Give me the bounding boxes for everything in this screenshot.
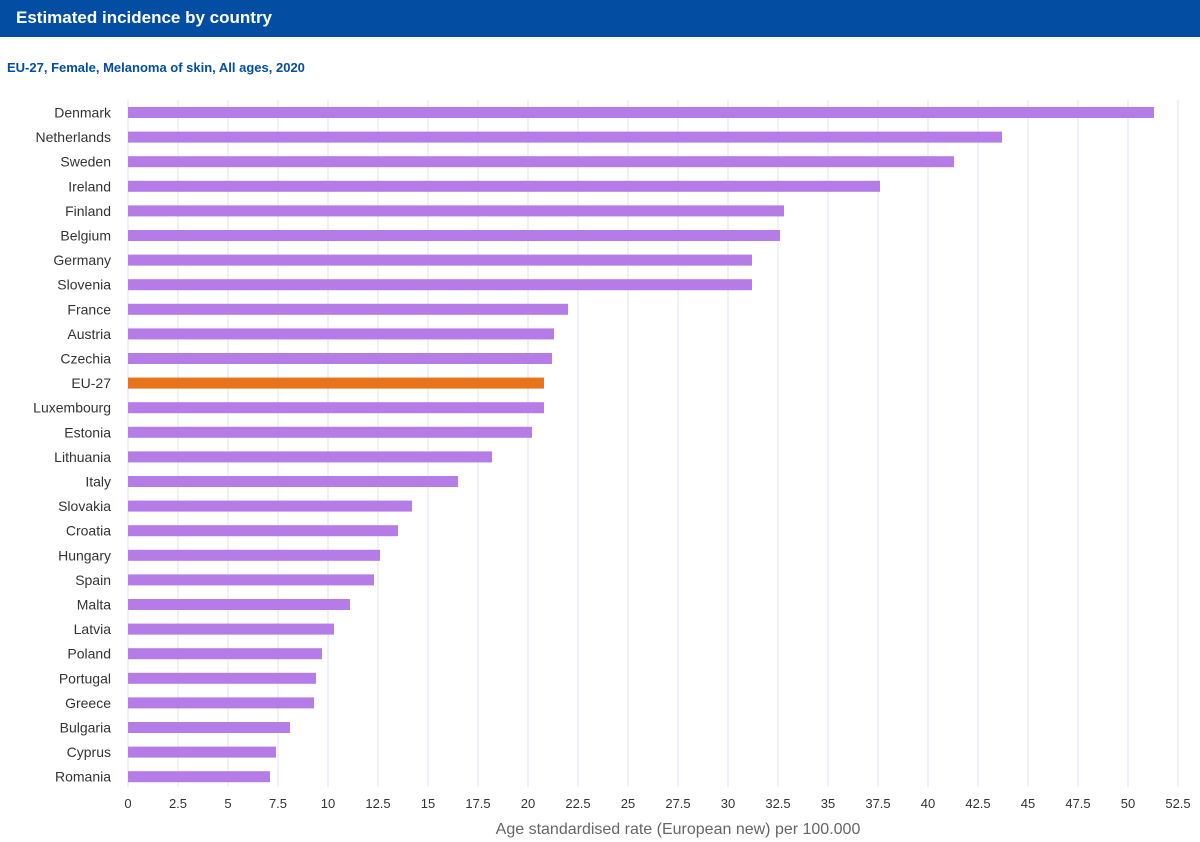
category-label: Denmark [54,105,112,121]
bar [128,525,398,537]
bar [128,328,554,340]
bar [128,131,1002,143]
bar [128,279,752,291]
x-tick-label: 40 [921,796,935,811]
chart-subtitle: EU-27, Female, Melanoma of skin, All age… [7,60,305,75]
bar [128,648,322,660]
x-tick-label: 30 [721,796,735,811]
x-tick-label: 35 [821,796,835,811]
x-tick-label: 10 [321,796,335,811]
bar [128,451,492,463]
category-label: Sweden [60,154,111,170]
bar [128,205,784,217]
category-label: Italy [85,474,111,490]
bar [128,771,270,783]
bar [128,697,314,709]
category-label: Ireland [68,178,111,194]
category-label: Slovakia [58,498,111,514]
bar [128,353,552,364]
x-tick-label: 37.5 [865,796,890,811]
category-label: Poland [67,646,111,662]
x-tick-label: 12.5 [365,796,390,811]
category-label: Spain [75,572,111,588]
category-label: Romania [55,769,111,785]
x-tick-label: 17.5 [465,796,490,811]
category-label: Greece [65,695,111,711]
x-tick-label: 22.5 [565,796,590,811]
x-tick-labels: 0 2.5 5 7.5 10 12.5 15 17.5 20 22.5 25 27.5 30 32.5 35… [124,796,1190,811]
bar [128,303,568,315]
x-tick-label: 52.5 [1165,796,1190,811]
x-tick-label: 45 [1021,796,1035,811]
category-label: Malta [77,597,111,613]
x-tick-label: 7.5 [269,796,287,811]
category-label: Netherlands [36,129,112,145]
category-label: Austria [67,326,111,342]
bar [128,180,880,192]
x-tick-label: 20 [521,796,535,811]
bar [128,402,544,414]
page-title: Estimated incidence by country [16,8,273,27]
category-label: Belgium [60,228,111,244]
bar [128,574,374,586]
category-label: Portugal [59,670,111,686]
category-label: Estonia [64,424,111,440]
bar [128,254,752,266]
bar [128,722,290,733]
bar [128,156,954,168]
bar [128,746,276,758]
category-label: Slovenia [57,277,111,293]
bar [128,500,412,512]
bar [128,426,532,438]
header-bar: Estimated incidence by country [0,0,1200,37]
bar [128,476,458,487]
category-label: Lithuania [54,449,111,465]
bar [128,549,380,561]
x-tick-label: 27.5 [665,796,690,811]
x-tick-label: 2.5 [169,796,187,811]
bar [128,672,316,684]
category-label: EU-27 [71,375,111,391]
category-labels: Denmark Netherlands Sweden Ireland Finland Be… [33,105,112,785]
category-label: Latvia [74,621,112,637]
x-tick-label: 0 [124,796,131,811]
bars [128,107,1154,783]
x-tick-label: 42.5 [965,796,990,811]
bar [128,107,1154,118]
x-tick-label: 50 [1121,796,1135,811]
category-label: France [67,301,111,317]
x-tick-label: 32.5 [765,796,790,811]
bar [128,377,544,389]
x-tick-label: 15 [421,796,435,811]
category-label: Czechia [60,351,111,367]
category-label: Croatia [66,523,111,539]
category-label: Hungary [58,547,111,563]
x-tick-label: 25 [621,796,635,811]
category-label: Bulgaria [60,720,112,736]
category-label: Luxembourg [33,400,111,416]
category-label: Germany [53,252,111,268]
x-tick-label: 5 [224,796,231,811]
category-label: Finland [65,203,111,219]
bar [128,230,780,241]
x-axis-label: Age standardised rate (European new) per… [496,821,861,838]
x-tick-label: 47.5 [1065,796,1090,811]
grid-lines [127,100,1179,787]
category-label: Cyprus [67,744,111,760]
bar [128,623,334,635]
bar [128,599,350,610]
